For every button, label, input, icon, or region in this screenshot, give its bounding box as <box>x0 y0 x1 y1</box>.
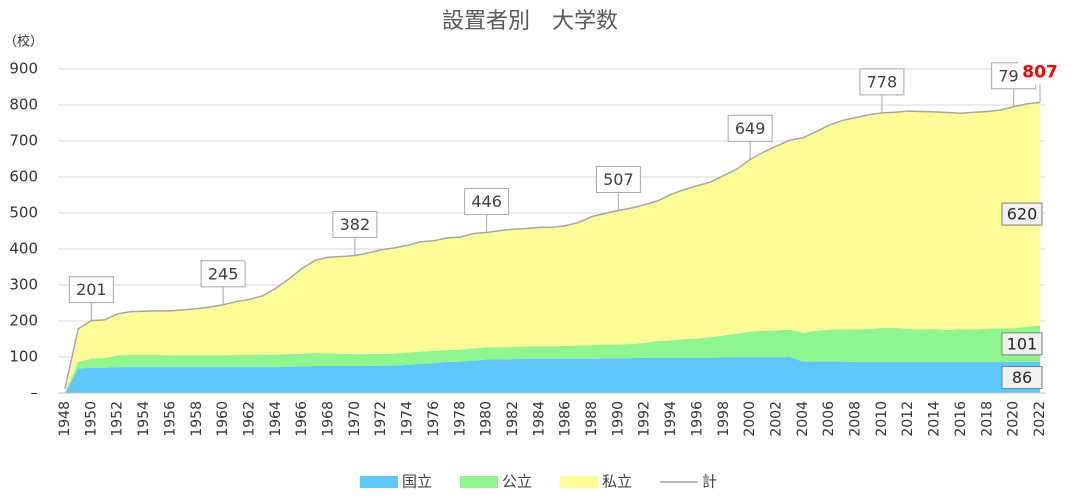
chart-title: 設置者別 大学数 <box>442 9 618 34</box>
data-label: 778 <box>867 72 898 91</box>
x-tick-label: 1998 <box>716 401 732 437</box>
callout-box <box>332 210 378 238</box>
y-tick-label: 900 <box>9 60 38 78</box>
x-tick-label: 2004 <box>795 401 811 437</box>
x-tick-label: 1988 <box>584 401 600 437</box>
x-tick-label: 1978 <box>452 401 468 437</box>
area <box>65 325 1040 393</box>
callout-box <box>68 276 114 304</box>
x-tick-label: 1980 <box>479 401 495 437</box>
callout: 807 <box>1018 58 1062 85</box>
total-line <box>64 101 1041 389</box>
data-label: 201 <box>76 280 107 299</box>
y-tick-label: 400 <box>9 240 38 258</box>
x-tick-label: 1956 <box>162 401 178 437</box>
x-tick-label: 1948 <box>57 401 73 437</box>
y-tick-label: 500 <box>9 204 38 222</box>
x-tick-label: 1960 <box>215 401 231 437</box>
x-tick-label: 1974 <box>400 401 416 437</box>
y-axis-label: （校） <box>4 34 43 50</box>
x-tick-label: 2022 <box>1032 401 1048 437</box>
callout-box <box>595 165 641 193</box>
legend-label: 私立 <box>602 473 632 491</box>
callout: 201 <box>68 276 114 304</box>
x-tick-label: 1952 <box>110 401 126 437</box>
y-tick-label: – <box>31 384 39 402</box>
data-label: 101 <box>1007 334 1038 353</box>
legend-swatch <box>360 476 398 488</box>
x-tick-label: 1958 <box>189 401 205 437</box>
x-tick-label: 2000 <box>742 401 758 437</box>
data-label: 620 <box>1007 205 1038 224</box>
data-label: 245 <box>208 264 239 283</box>
y-tick-label: 100 <box>9 348 38 366</box>
plot-front: 201245382446507649778 79580786101620国立 公立私… <box>58 58 1062 491</box>
callout: 382 <box>332 210 378 238</box>
data-label: 86 <box>1012 368 1032 387</box>
callout: 245 <box>200 260 246 288</box>
x-tick-label: 2014 <box>927 401 943 437</box>
x-tick-label: 1962 <box>241 401 257 437</box>
y-tick-label: 300 <box>9 276 38 294</box>
y-tick-label: 200 <box>9 312 38 330</box>
data-label: 382 <box>340 215 371 234</box>
x-tick-label: 1982 <box>505 401 521 437</box>
callout-box <box>727 114 773 142</box>
callout: 778 <box>859 68 905 96</box>
y-tick-label: 700 <box>9 132 38 150</box>
x-tick-label: 2008 <box>848 401 864 437</box>
x-tick-label: 1966 <box>294 401 310 437</box>
x-tick-label: 1976 <box>426 401 442 437</box>
callout-box <box>859 68 905 96</box>
x-tick-label: 1954 <box>136 401 152 437</box>
x-tick-label: 1950 <box>83 401 99 437</box>
x-tick-label: 1986 <box>558 401 574 437</box>
x-tick-label: 1964 <box>268 401 284 437</box>
x-tick-label: 1984 <box>531 401 547 437</box>
callout-box <box>464 187 510 215</box>
y-tick-label: 600 <box>9 168 38 186</box>
area <box>65 102 1040 393</box>
plot-layers <box>58 68 1045 394</box>
x-tick-label: 2020 <box>1006 401 1022 437</box>
x-tick-label: 1972 <box>373 401 389 437</box>
x-tick-label: 2018 <box>979 401 995 437</box>
legend-label: 計 <box>702 473 717 491</box>
legend-label: 国立 <box>402 473 432 491</box>
data-label: 649 <box>735 119 766 138</box>
area <box>65 357 1040 393</box>
x-tick-label: 1996 <box>689 401 705 437</box>
data-label: 807 <box>1022 62 1058 82</box>
callout: 649 <box>727 114 773 142</box>
legend-swatch <box>560 476 598 488</box>
x-tick-label: 2006 <box>821 401 837 437</box>
legend-swatch <box>460 476 498 488</box>
callout: 446 <box>464 187 510 215</box>
x-tick-label: 2016 <box>953 401 969 437</box>
x-tick-label: 2002 <box>768 401 784 437</box>
y-tick-label: 800 <box>9 96 38 114</box>
segment-label-box <box>1001 202 1043 226</box>
x-tick-label: 1994 <box>663 401 679 437</box>
x-tick-label: 1992 <box>637 401 653 437</box>
x-tick-label: 1968 <box>321 401 337 437</box>
data-label: 446 <box>471 192 502 211</box>
callout-box <box>1018 58 1062 85</box>
x-tick-label: 1990 <box>610 401 626 437</box>
x-tick-label: 2010 <box>874 401 890 437</box>
segment-label-box <box>1001 332 1043 356</box>
data-label: 507 <box>603 170 634 189</box>
callout-box <box>200 260 246 288</box>
x-tick-label: 2012 <box>900 401 916 437</box>
x-tick-label: 1970 <box>347 401 363 437</box>
legend-label: 公立 <box>502 473 532 491</box>
segment-label-box <box>1001 366 1043 390</box>
callout: 507 <box>595 165 641 193</box>
